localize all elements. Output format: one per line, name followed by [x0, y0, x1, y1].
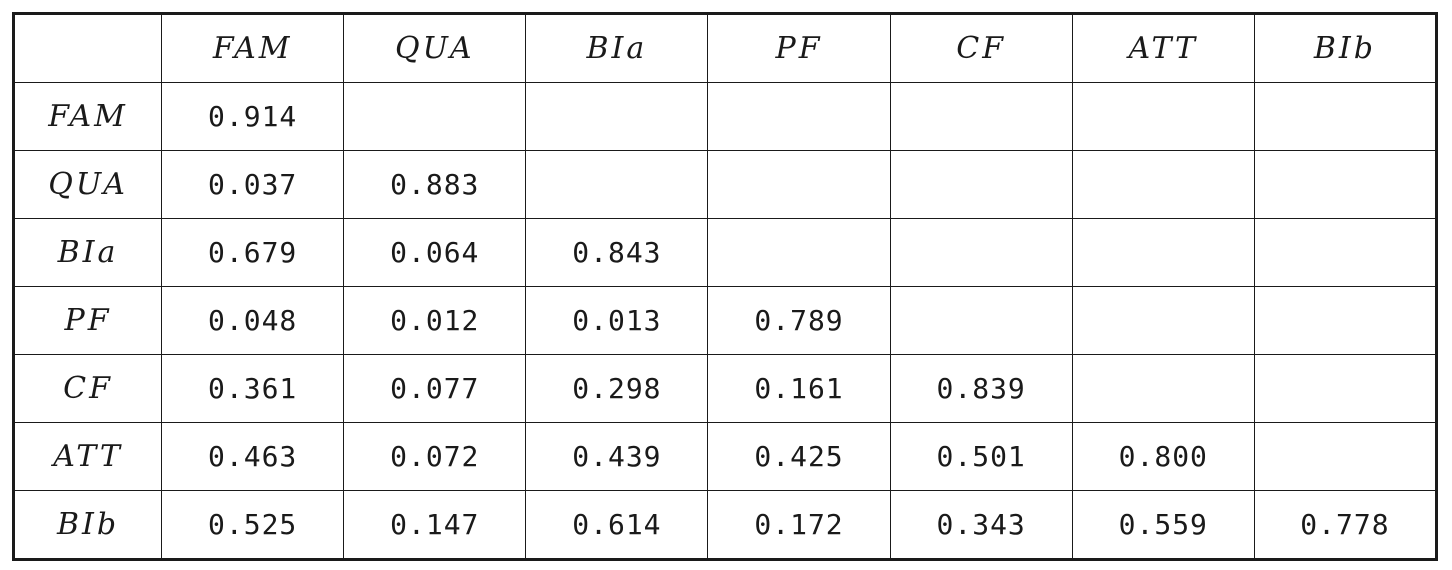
table-row: PF 0.048 0.012 0.013 0.789 — [12, 286, 1438, 355]
table-cell: 0.361 — [161, 354, 345, 423]
table-cell: 0.614 — [525, 490, 709, 560]
table-cell — [1071, 218, 1255, 287]
table-cell: 0.679 — [161, 218, 345, 287]
correlation-table: FAM QUA BIa PF CF ATT BIb FAM 0.914 — [12, 12, 1438, 561]
table-cell — [343, 82, 527, 151]
table-cell: 0.914 — [161, 82, 345, 151]
column-header: FAM — [161, 13, 345, 83]
table-cell — [525, 150, 709, 219]
column-header: BIb — [1253, 13, 1438, 83]
table-cell — [889, 150, 1073, 219]
table-cell — [707, 82, 891, 151]
table-cell — [525, 82, 709, 151]
table-cell: 0.298 — [525, 354, 709, 423]
table-cell: 0.072 — [343, 422, 527, 491]
row-header: PF — [12, 286, 163, 355]
column-header: ATT — [1071, 13, 1255, 83]
column-header: BIa — [525, 13, 709, 83]
table-cell — [1253, 150, 1438, 219]
table-cell: 0.037 — [161, 150, 345, 219]
table-cell: 0.077 — [343, 354, 527, 423]
column-header: CF — [889, 13, 1073, 83]
row-header: CF — [12, 354, 163, 423]
table-cell: 0.883 — [343, 150, 527, 219]
row-header: BIb — [12, 490, 163, 560]
table-row: CF 0.361 0.077 0.298 0.161 0.839 — [12, 354, 1438, 423]
table-cell — [1253, 422, 1438, 491]
table-cell: 0.839 — [889, 354, 1073, 423]
table-cell: 0.800 — [1071, 422, 1255, 491]
table-cell: 0.843 — [525, 218, 709, 287]
table-cell — [707, 150, 891, 219]
table-cell — [889, 82, 1073, 151]
table-cell — [1253, 354, 1438, 423]
table-cell: 0.147 — [343, 490, 527, 560]
table-cell: 0.501 — [889, 422, 1073, 491]
table-cell: 0.172 — [707, 490, 891, 560]
table-cell: 0.012 — [343, 286, 527, 355]
table-cell: 0.778 — [1253, 490, 1438, 560]
table-cell — [1253, 218, 1438, 287]
table-cell: 0.463 — [161, 422, 345, 491]
table-row: QUA 0.037 0.883 — [12, 150, 1438, 219]
table-cell — [1071, 286, 1255, 355]
table-cell — [1071, 150, 1255, 219]
row-header: ATT — [12, 422, 163, 491]
corner-cell — [12, 13, 163, 83]
table-cell — [1071, 354, 1255, 423]
column-header: QUA — [343, 13, 527, 83]
table-row: BIb 0.525 0.147 0.614 0.172 0.343 0.559 … — [12, 490, 1438, 560]
table-cell: 0.048 — [161, 286, 345, 355]
correlation-table-container: FAM QUA BIa PF CF ATT BIb FAM 0.914 — [12, 12, 1438, 561]
header-row: FAM QUA BIa PF CF ATT BIb — [12, 13, 1438, 83]
table-row: FAM 0.914 — [12, 82, 1438, 151]
table-cell: 0.161 — [707, 354, 891, 423]
table-cell — [707, 218, 891, 287]
row-header: QUA — [12, 150, 163, 219]
table-cell: 0.343 — [889, 490, 1073, 560]
table-cell — [889, 218, 1073, 287]
column-header: PF — [707, 13, 891, 83]
table-cell: 0.559 — [1071, 490, 1255, 560]
row-header: BIa — [12, 218, 163, 287]
row-header: FAM — [12, 82, 163, 151]
table-cell: 0.013 — [525, 286, 709, 355]
table-cell — [889, 286, 1073, 355]
table-cell: 0.064 — [343, 218, 527, 287]
table-cell: 0.525 — [161, 490, 345, 560]
table-cell: 0.425 — [707, 422, 891, 491]
table-row: ATT 0.463 0.072 0.439 0.425 0.501 0.800 — [12, 422, 1438, 491]
table-cell — [1253, 82, 1438, 151]
table-cell: 0.439 — [525, 422, 709, 491]
table-row: BIa 0.679 0.064 0.843 — [12, 218, 1438, 287]
table-cell — [1071, 82, 1255, 151]
table-cell: 0.789 — [707, 286, 891, 355]
table-cell — [1253, 286, 1438, 355]
